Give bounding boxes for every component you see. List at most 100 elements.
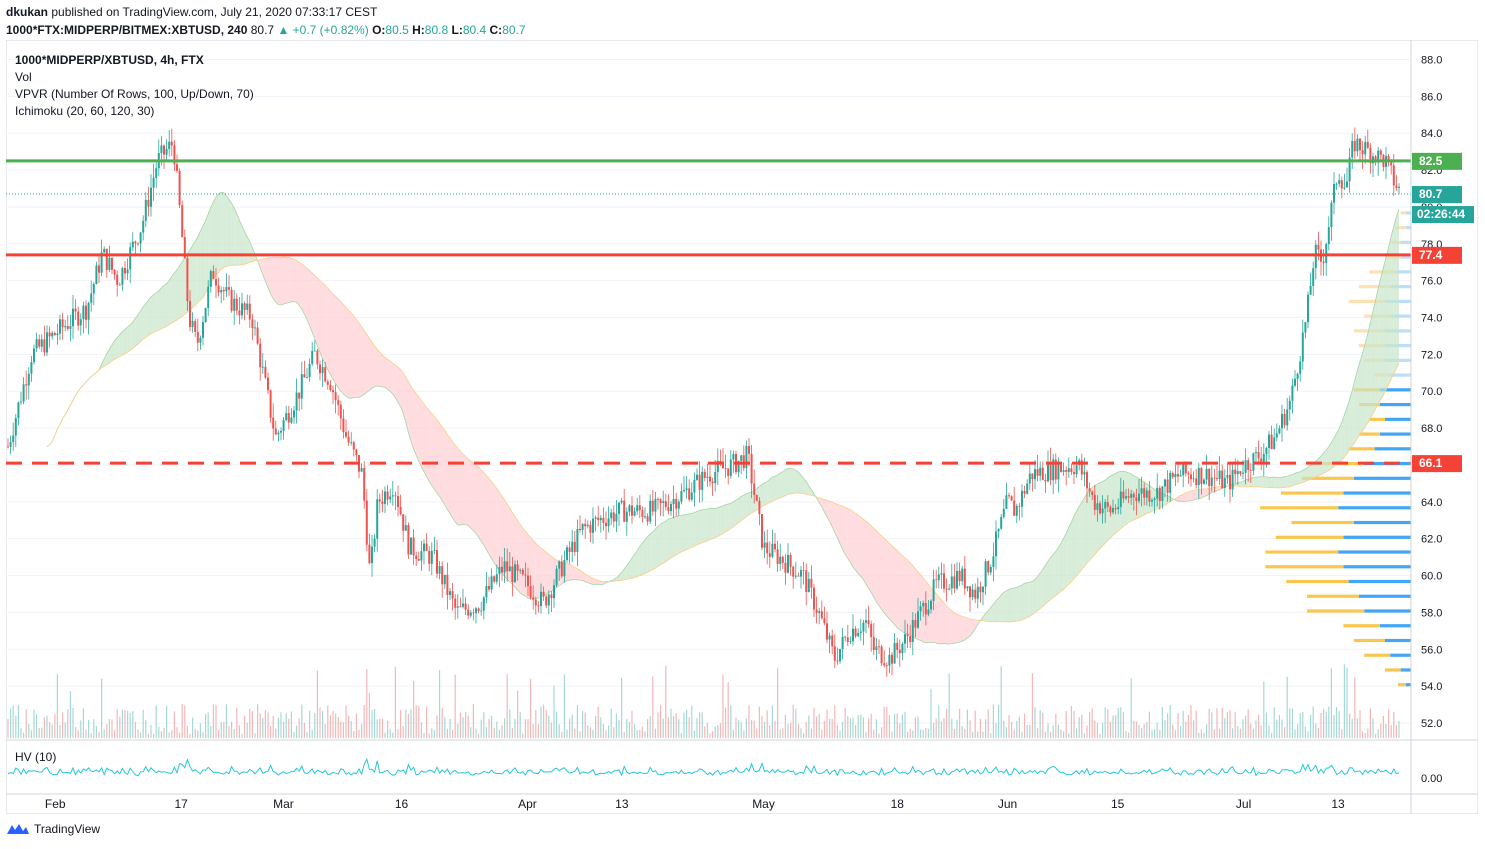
cloud-segment xyxy=(132,318,136,349)
cloud-segment xyxy=(1113,473,1116,536)
volume-bar xyxy=(1237,726,1239,738)
candle-body xyxy=(727,468,730,476)
volume-bar xyxy=(85,729,87,738)
candle-body xyxy=(935,579,938,581)
price-chart[interactable]: 52.054.056.058.060.062.064.066.068.070.0… xyxy=(6,40,1478,814)
volume-bar xyxy=(899,723,901,738)
volume-bar xyxy=(145,719,147,738)
volume-bar xyxy=(306,732,308,738)
candle-body xyxy=(1179,475,1182,477)
cloud-segment xyxy=(317,277,320,353)
tradingview-footer[interactable]: TradingView xyxy=(6,822,100,836)
cloud-segment xyxy=(1391,226,1394,380)
volume-bar xyxy=(571,714,573,738)
candle-body xyxy=(607,518,610,527)
open-label: O: xyxy=(372,23,386,37)
cloud-segment xyxy=(593,578,596,585)
author-name[interactable]: dkukan xyxy=(6,5,49,19)
cloud-segment xyxy=(665,518,669,562)
volume-bar xyxy=(610,708,612,738)
volume-bar xyxy=(402,726,404,738)
candle-body xyxy=(147,199,150,207)
volume-bar xyxy=(1393,711,1395,738)
legend-title[interactable]: 1000*MIDPERP/XBTUSD, 4h, FTX xyxy=(15,53,204,67)
volume-bar xyxy=(730,705,732,738)
candle-body xyxy=(14,418,17,436)
volume-bar xyxy=(1333,715,1335,738)
cloud-segment xyxy=(637,546,640,577)
legend-vol[interactable]: Vol xyxy=(15,70,32,84)
cloud-segment xyxy=(234,207,237,266)
candle-body xyxy=(38,339,41,347)
volume-bar xyxy=(966,709,968,738)
cloud-segment xyxy=(954,612,957,644)
candle-body xyxy=(386,491,389,500)
candle-body xyxy=(350,442,353,444)
cloud-segment xyxy=(301,264,305,315)
volume-bar xyxy=(527,719,529,738)
volume-bar xyxy=(779,729,781,738)
volume-bar xyxy=(205,713,207,738)
cloud-segment xyxy=(177,265,180,320)
candle-body xyxy=(1138,493,1140,502)
volume-bar xyxy=(1203,732,1205,738)
cloud-segment xyxy=(457,448,461,526)
volume-bar xyxy=(1255,720,1257,738)
legend-ichimoku[interactable]: Ichimoku (20, 60, 120, 30) xyxy=(15,104,154,118)
candle-body xyxy=(1171,472,1174,478)
candle-body xyxy=(833,646,836,661)
candle-body xyxy=(524,574,527,576)
candle-body xyxy=(441,566,444,585)
candle-body xyxy=(805,570,808,593)
cloud-segment xyxy=(174,269,177,322)
volume-bar xyxy=(181,704,183,738)
volume-bar xyxy=(678,719,680,738)
cloud-segment xyxy=(983,613,986,622)
cloud-segment xyxy=(1235,482,1238,487)
cloud-segment xyxy=(1068,522,1072,585)
cloud-segment xyxy=(1326,446,1329,472)
candle-body xyxy=(436,550,438,574)
cloud-segment xyxy=(112,340,115,361)
volume-bar xyxy=(735,717,737,738)
cloud-segment xyxy=(946,606,950,645)
horizontal-lines xyxy=(6,159,1411,465)
volume-bar xyxy=(1107,709,1109,738)
cloud-segment xyxy=(941,599,944,644)
cloud-segment xyxy=(1193,489,1197,501)
candle-body xyxy=(160,145,163,154)
cloud-segment xyxy=(840,505,843,550)
hv-label[interactable]: HV (10) xyxy=(15,750,56,764)
cloud-segment xyxy=(1131,473,1134,522)
cloud-segment xyxy=(1014,587,1017,622)
volume-bar xyxy=(985,719,987,738)
volume-bar xyxy=(1177,713,1179,738)
volume-bar xyxy=(1081,714,1083,738)
vpvr-down-row xyxy=(1343,491,1411,495)
vpvr-up-row xyxy=(1275,535,1344,539)
legend-vpvr[interactable]: VPVR (Number Of Rows, 100, Up/Down, 70) xyxy=(15,87,254,101)
candle-body xyxy=(404,525,407,531)
volume-bar xyxy=(953,729,955,738)
volume-bar xyxy=(1226,711,1228,738)
volume-bar xyxy=(979,718,981,738)
volume-bar xyxy=(155,705,157,738)
volume-bar xyxy=(426,706,428,738)
candle-body xyxy=(1314,244,1317,269)
countdown-label: 02:26:44 xyxy=(1417,207,1465,221)
candle-body xyxy=(454,598,457,608)
candle-body xyxy=(558,561,561,569)
price-tag xyxy=(1412,455,1462,473)
candle-body xyxy=(438,566,441,574)
volume-bar xyxy=(218,730,220,738)
candle-body xyxy=(763,542,766,548)
volume-bar xyxy=(670,708,672,738)
candle-body xyxy=(992,556,995,568)
y-tick-label: 72.0 xyxy=(1421,349,1442,361)
symbol-text[interactable]: 1000*FTX:MIDPERP/BITMEX:XBTUSD, 240 xyxy=(6,23,248,37)
candle-body xyxy=(888,654,891,666)
cloud-segment xyxy=(723,504,726,534)
volume-bar xyxy=(290,711,292,738)
volume-bar xyxy=(392,732,394,738)
vpvr-up-row xyxy=(1353,638,1385,643)
